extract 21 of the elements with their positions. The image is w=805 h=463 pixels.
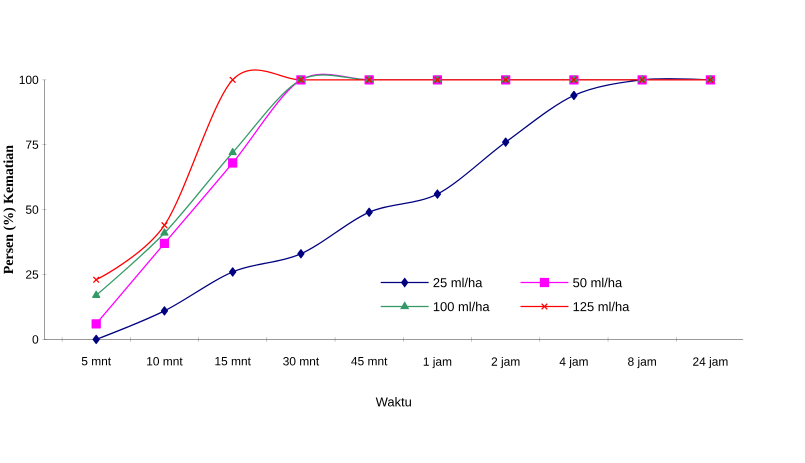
- x-tick-label: 15 mnt: [215, 356, 251, 366]
- y-tick-label: 75: [26, 140, 38, 149]
- x-tick-label: 5 mnt: [82, 356, 112, 366]
- y-tick-label: 50: [26, 205, 38, 214]
- y-tick-label: 0: [32, 335, 38, 344]
- x-tick-label: 30 mnt: [283, 356, 320, 366]
- y-tick-label: 100: [20, 76, 38, 84]
- y-tick-label: 25: [26, 270, 38, 279]
- x-tick-label: 4 jam: [560, 356, 588, 368]
- legend-label: 50 ml/ha: [573, 278, 622, 288]
- y-axis-title: Persen (%) Kematian: [3, 145, 16, 274]
- x-axis-title: Waktu: [376, 396, 411, 406]
- legend-label: 25 ml/ha: [433, 278, 482, 288]
- legend-label: 100 ml/ha: [434, 302, 490, 312]
- x-tick-label: 45 mnt: [351, 356, 388, 366]
- x-tick-label: 2 jam: [492, 356, 520, 368]
- x-tick-label: 1 jam: [424, 356, 452, 368]
- x-tick-label: 8 jam: [628, 356, 656, 368]
- legend-label: 125 ml/ha: [574, 302, 630, 312]
- x-tick-label: 24 jam: [693, 356, 728, 368]
- x-tick-label: 10 mnt: [147, 356, 183, 366]
